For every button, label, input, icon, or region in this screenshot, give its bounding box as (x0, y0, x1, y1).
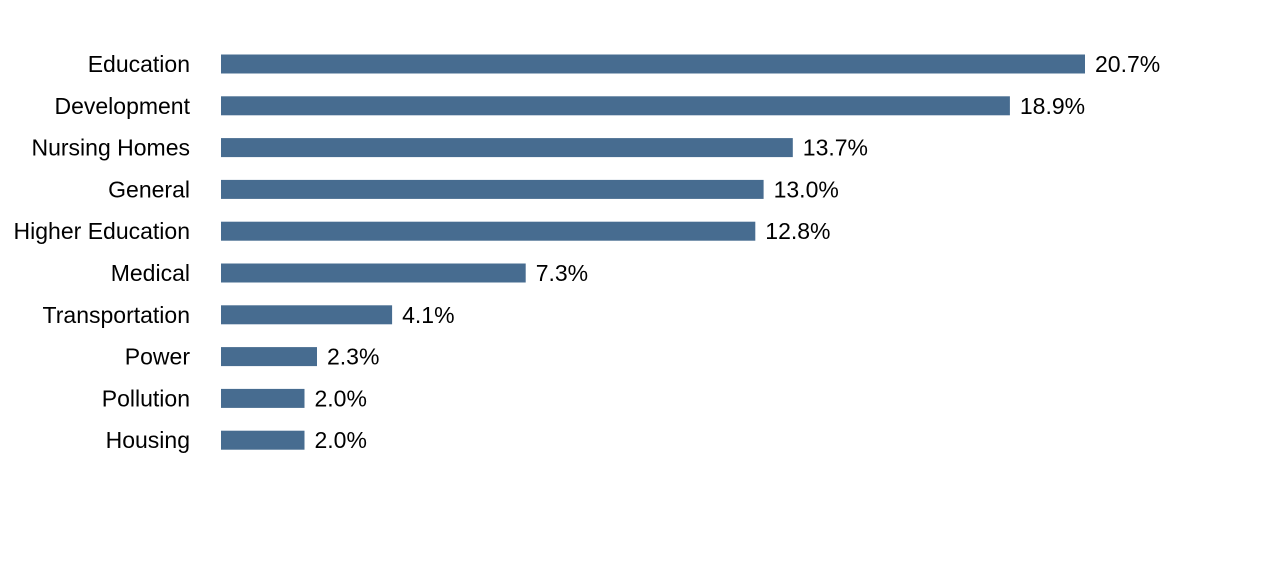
bars-layer (221, 54, 1085, 450)
value-label-development: 18.9% (1020, 93, 1085, 119)
value-label-general: 13.0% (774, 176, 839, 202)
value-label-housing: 2.0% (315, 427, 367, 453)
bar-housing (221, 430, 305, 450)
category-label-power: Power (125, 344, 191, 370)
category-label-pollution: Pollution (102, 385, 190, 411)
value-labels: 20.7% 18.9% 13.7% 13.0% 12.8% 7.3% 4.1% 2.3% 2.0… (315, 51, 1161, 453)
value-label-medical: 7.3% (536, 260, 588, 286)
value-label-power: 2.3% (327, 344, 379, 370)
category-label-development: Development (54, 93, 190, 119)
bar-power (221, 347, 317, 367)
value-label-nursing-homes: 13.7% (803, 135, 868, 161)
value-label-transportation: 4.1% (402, 302, 454, 328)
category-label-transportation: Transportation (43, 302, 190, 328)
value-label-pollution: 2.0% (315, 385, 367, 411)
bar-medical (221, 263, 526, 283)
bar-transportation (221, 305, 393, 325)
category-label-nursing-homes: Nursing Homes (32, 135, 191, 161)
bar-nursing-homes (221, 138, 793, 158)
value-label-higher-education: 12.8% (765, 218, 830, 244)
category-label-education: Education (88, 51, 190, 77)
value-label-education: 20.7% (1095, 51, 1160, 77)
bar-higher-education (221, 221, 756, 241)
category-label-general: General (108, 176, 190, 202)
bar-general (221, 179, 764, 199)
category-labels: Education Development Nursing Homes General… (14, 51, 191, 453)
bar-education (221, 54, 1085, 74)
bar-pollution (221, 388, 305, 408)
bar-development (221, 96, 1010, 116)
category-label-housing: Housing (106, 427, 190, 453)
category-label-higher-education: Higher Education (14, 218, 190, 244)
category-label-medical: Medical (111, 260, 190, 286)
